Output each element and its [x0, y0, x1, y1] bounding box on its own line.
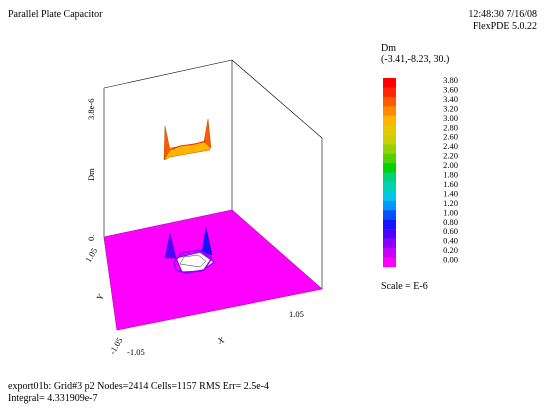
colorbar-swatch — [383, 96, 396, 107]
legend-title: Dm — [381, 43, 396, 54]
z-tick-max: 3.8e-6 — [86, 99, 96, 120]
colorbar-swatch — [383, 115, 396, 126]
footer-integral: Integral= 4.331909e-7 — [8, 393, 98, 404]
colorbar-label: 2.80 — [443, 122, 458, 132]
z-tick-min: 0. — [86, 235, 96, 241]
colorbar-label: 3.60 — [443, 84, 458, 94]
surface-upper-band — [164, 140, 211, 161]
legend-scale-note: Scale = E-6 — [381, 281, 428, 292]
timestamp: 12:48:30 7/16/08 — [468, 9, 537, 20]
surface-upper-spike-left — [163, 125, 171, 161]
colorbar-swatch — [383, 238, 396, 249]
colorbar-swatch — [383, 229, 396, 239]
program-version: FlexPDE 5.0.22 — [472, 21, 537, 32]
colorbar-swatch — [383, 200, 396, 211]
colorbar-swatch — [383, 78, 396, 88]
colorbar-swatch — [383, 125, 396, 135]
colorbar-label: 0.00 — [443, 255, 458, 265]
colorbar-label: 1.00 — [443, 207, 458, 217]
surface-layer — [103, 118, 323, 331]
colorbar-swatch — [383, 210, 396, 220]
colorbar-label: 0.80 — [443, 217, 458, 227]
colorbar-swatch — [383, 134, 396, 145]
colorbar-swatch — [383, 153, 396, 164]
z-axis-label: Dm — [86, 168, 96, 181]
box-edge-top-back-right — [231, 59, 323, 139]
colorbar-swatch — [383, 181, 396, 192]
colorbar-label: 3.00 — [443, 113, 458, 123]
surface-rim — [173, 249, 214, 274]
plot-title: Parallel Plate Capacitor — [8, 9, 103, 20]
colorbar-label: 3.40 — [443, 94, 458, 104]
colorbar-label: 1.40 — [443, 188, 458, 198]
colorbar-label: 2.20 — [443, 151, 458, 161]
colorbar-swatch — [383, 172, 396, 183]
surface-floor — [103, 209, 323, 331]
surface-spike-left — [164, 232, 177, 259]
y-axis-label: Y — [94, 292, 106, 302]
colorbar-label: 0.20 — [443, 245, 458, 255]
surface-hole-inner — [179, 254, 207, 268]
footer-stats: export01b: Grid#3 p2 Nodes=2414 Cells=11… — [8, 381, 269, 392]
colorbar-swatch — [383, 191, 396, 202]
colorbar-label: 2.60 — [443, 132, 458, 142]
colorbar-swatch — [383, 248, 396, 258]
colorbar-swatch — [383, 163, 396, 173]
x-tick-max: 1.05 — [289, 309, 304, 319]
colorbar-swatch — [383, 257, 396, 268]
y-tick-max: 1.05 — [83, 246, 99, 264]
colorbar-label: 2.40 — [443, 141, 458, 151]
colorbar: 3.803.603.403.203.002.802.602.402.202.00… — [383, 75, 458, 268]
colorbar-label: 2.00 — [443, 160, 458, 170]
colorbar-label: 0.40 — [443, 236, 458, 246]
colorbar-swatch — [383, 87, 396, 98]
timestamp-block: 12:48:30 7/16/08 FlexPDE 5.0.22 — [468, 9, 537, 33]
surface-spike-right — [201, 226, 213, 256]
legend-view: (-3.41,-8.23, 30.) — [381, 54, 450, 65]
colorbar-label: 3.80 — [443, 75, 458, 85]
x-tick-min: -1.05 — [127, 347, 145, 357]
axis-labels: 0. 3.8e-6 Dm 1.05 Y -1.05 -1.05 X 1.05 — [83, 99, 304, 357]
colorbar-swatch — [383, 106, 396, 116]
x-axis-label: X — [216, 334, 225, 345]
colorbar-swatch — [383, 144, 396, 154]
box-edge-top-back-left — [103, 59, 233, 89]
colorbar-swatch — [383, 219, 396, 230]
colorbar-label: 1.60 — [443, 179, 458, 189]
y-tick-min: -1.05 — [107, 336, 125, 356]
colorbar-label: 0.60 — [443, 226, 458, 236]
colorbar-label: 3.20 — [443, 103, 458, 113]
colorbar-label: 1.20 — [443, 198, 458, 208]
surface-upper-ridge — [169, 140, 207, 151]
colorbar-label: 1.80 — [443, 170, 458, 180]
